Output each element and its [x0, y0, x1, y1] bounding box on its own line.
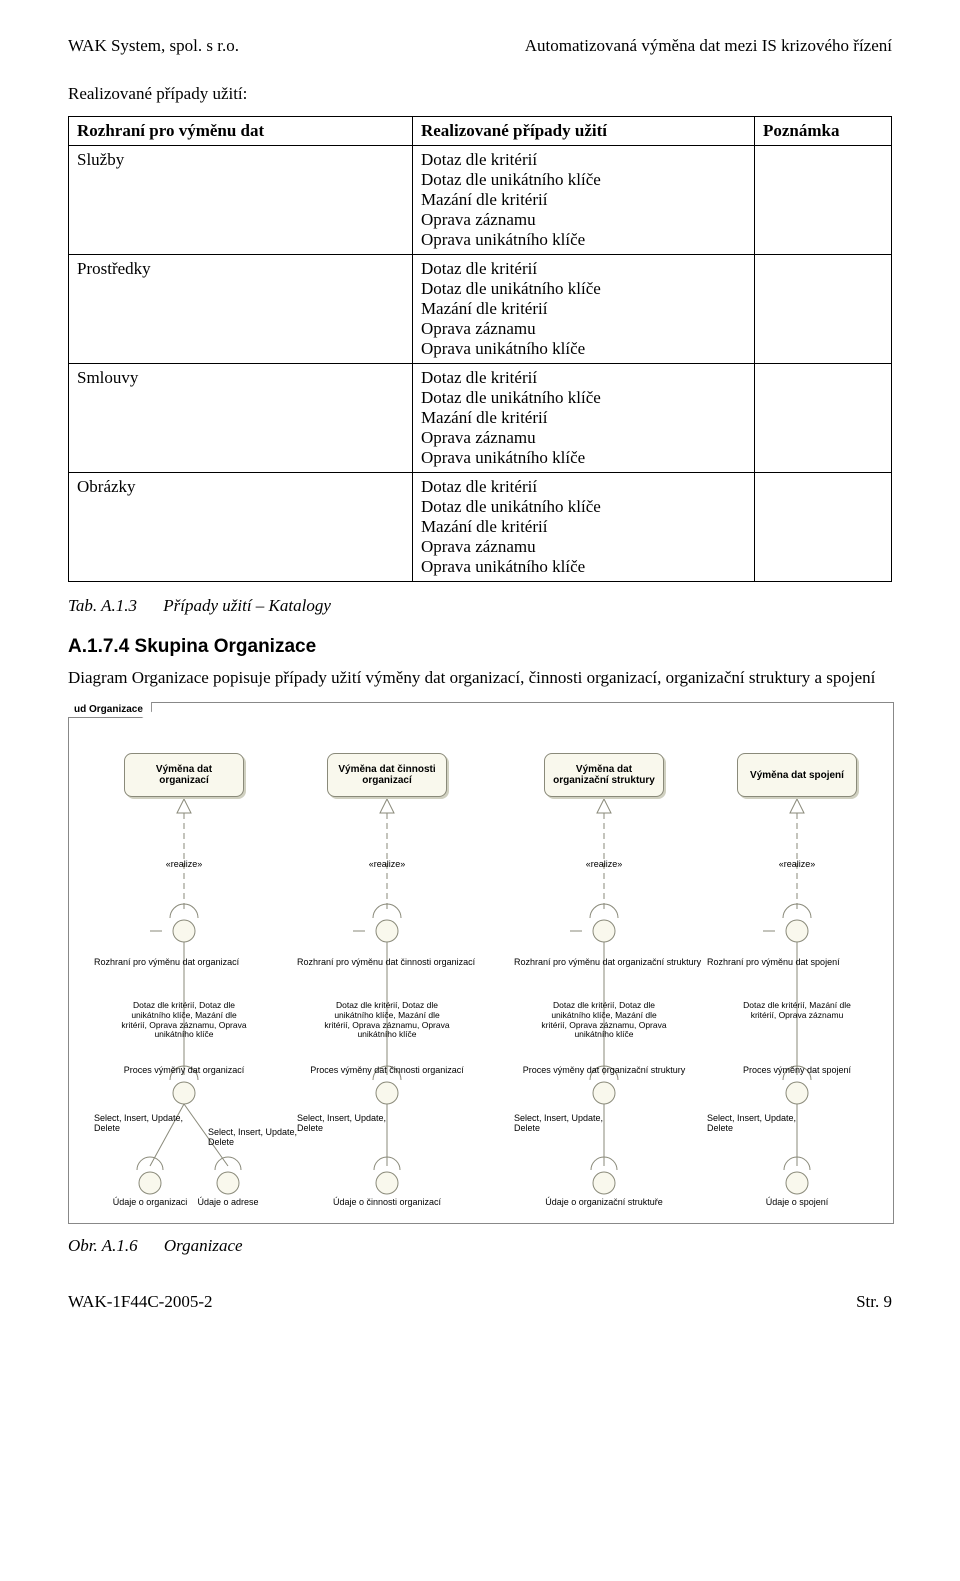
interface-label: Rozhraní pro výměnu dat organizační stru…: [514, 957, 714, 967]
data-label: Údaje o organizační struktuře: [524, 1197, 684, 1207]
fig-title: Organizace: [164, 1236, 243, 1255]
case-list: Dotaz dle kritériíDotaz dle unikátního k…: [412, 364, 754, 473]
select-label: Select, Insert, Update, Delete: [514, 1113, 604, 1133]
page-footer: WAK-1F44C-2005-2 Str. 9: [68, 1292, 892, 1312]
usecase-box: Výměna dat spojení: [737, 753, 857, 797]
intro-text: Realizované případy užití:: [68, 84, 892, 104]
table-row: SlužbyDotaz dle kritériíDotaz dle unikát…: [69, 146, 892, 255]
note-cell: [755, 364, 892, 473]
col-header: Rozhraní pro výměnu dat: [69, 117, 413, 146]
realize-label: «realize»: [369, 859, 406, 869]
col-header: Realizované případy užití: [412, 117, 754, 146]
select-label: Select, Insert, Update, Delete: [208, 1127, 298, 1147]
process-label: Proces výměny dat organizační struktury: [504, 1065, 704, 1075]
data-label: Údaje o spojení: [717, 1197, 877, 1207]
usecase-box: Výměna dat organizací: [124, 753, 244, 797]
interface-notes: Dotaz dle kritérií, Dotaz dle unikátního…: [539, 1001, 669, 1040]
iface-name: Prostředky: [69, 255, 413, 364]
page-header: WAK System, spol. s r.o. Automatizovaná …: [68, 36, 892, 56]
case-list: Dotaz dle kritériíDotaz dle unikátního k…: [412, 146, 754, 255]
realize-label: «realize»: [779, 859, 816, 869]
section-text: Diagram Organizace popisuje případy užit…: [68, 668, 892, 688]
realize-label: «realize»: [166, 859, 203, 869]
table-row: ObrázkyDotaz dle kritériíDotaz dle uniká…: [69, 473, 892, 582]
process-label: Proces výměny dat organizací: [84, 1065, 284, 1075]
fig-num: Obr. A.1.6: [68, 1236, 138, 1255]
note-cell: [755, 146, 892, 255]
interface-label: Rozhraní pro výměnu dat spojení: [707, 957, 907, 967]
data-label: Údaje o adrese: [148, 1197, 308, 1207]
case-list: Dotaz dle kritériíDotaz dle unikátního k…: [412, 473, 754, 582]
tab-title: Případy užití – Katalogy: [163, 596, 331, 615]
usecase-box: Výměna dat činnosti organizací: [327, 753, 447, 797]
interface-label: Rozhraní pro výměnu dat činnosti organiz…: [297, 957, 497, 967]
process-label: Proces výměny dat spojení: [697, 1065, 897, 1075]
iface-name: Smlouvy: [69, 364, 413, 473]
select-label: Select, Insert, Update, Delete: [94, 1113, 184, 1133]
tab-num: Tab. A.1.3: [68, 596, 137, 615]
realize-label: «realize»: [586, 859, 623, 869]
note-cell: [755, 255, 892, 364]
case-list: Dotaz dle kritériíDotaz dle unikátního k…: [412, 255, 754, 364]
select-label: Select, Insert, Update, Delete: [297, 1113, 387, 1133]
interface-label: Rozhraní pro výměnu dat organizací: [94, 957, 294, 967]
process-label: Proces výměny dat činnosti organizací: [287, 1065, 487, 1075]
interface-notes: Dotaz dle kritérií, Mazání dle kritérií,…: [732, 1001, 862, 1021]
data-label: Údaje o činnosti organizací: [307, 1197, 467, 1207]
uml-diagram: ud Organizace Výměna dat organizacíVýměn…: [68, 702, 894, 1224]
interface-notes: Dotaz dle kritérií, Dotaz dle unikátního…: [119, 1001, 249, 1040]
figure-caption: Obr. A.1.6 Organizace: [68, 1236, 892, 1256]
usecase-box: Výměna dat organizační struktury: [544, 753, 664, 797]
select-label: Select, Insert, Update, Delete: [707, 1113, 797, 1133]
footer-left: WAK-1F44C-2005-2: [68, 1292, 213, 1312]
header-left: WAK System, spol. s r.o.: [68, 36, 239, 56]
col-header: Poznámka: [755, 117, 892, 146]
table-row: SmlouvyDotaz dle kritériíDotaz dle uniká…: [69, 364, 892, 473]
section-heading: A.1.7.4 Skupina Organizace: [68, 636, 892, 658]
usecase-table: Rozhraní pro výměnu datRealizované přípa…: [68, 116, 892, 582]
header-right: Automatizovaná výměna dat mezi IS krizov…: [525, 36, 892, 56]
table-row: ProstředkyDotaz dle kritériíDotaz dle un…: [69, 255, 892, 364]
iface-name: Služby: [69, 146, 413, 255]
table-caption: Tab. A.1.3 Případy užití – Katalogy: [68, 596, 892, 616]
iface-name: Obrázky: [69, 473, 413, 582]
note-cell: [755, 473, 892, 582]
interface-notes: Dotaz dle kritérií, Dotaz dle unikátního…: [322, 1001, 452, 1040]
footer-right: Str. 9: [856, 1292, 892, 1312]
